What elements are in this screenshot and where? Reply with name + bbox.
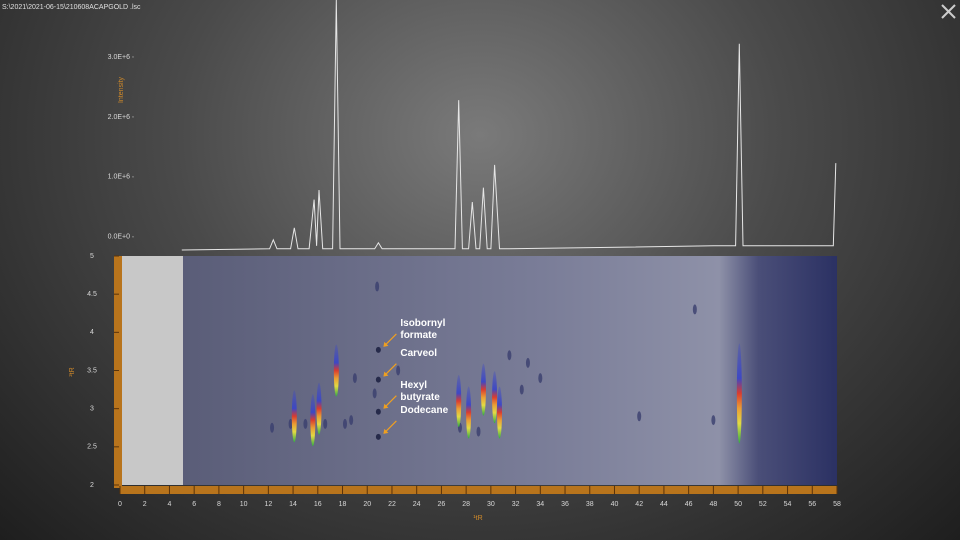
x-tick-label: 52 [759,501,767,508]
x-tick-label: 28 [462,501,470,508]
tools-icon[interactable] [941,4,956,19]
annotation-arrowhead [383,428,389,434]
x-tick-label: 4 [167,501,171,508]
spot [342,418,347,429]
annotation: Hexyl butyrate [400,379,440,403]
annotation: Carveol [400,347,438,359]
y-tick-label: 4 [90,329,94,336]
x-tick-label: 40 [611,501,619,508]
y-tick-label: 2 [90,482,94,489]
x-tick-label: 50 [734,501,742,508]
y-tick-label: 4.5 [87,291,97,298]
spot [476,426,481,437]
spot [288,418,293,429]
x-tick-label: 30 [487,501,495,508]
peak-spot [316,382,322,435]
x-tick-label: 0 [118,501,122,508]
x-tick-label: 56 [808,501,816,508]
x-tick-label: 48 [709,501,717,508]
plot-background [183,256,837,485]
y-tick-label: 2.5 [87,444,97,451]
peak-spot [466,386,472,439]
spot [372,388,377,399]
x-tick-label: 24 [413,501,421,508]
x-tick-label: 38 [586,501,594,508]
x-tick-label: 16 [314,501,322,508]
x-tick-label: 46 [685,501,693,508]
y-axis-label: ²tR [69,367,76,376]
spot [507,350,512,361]
spot [323,418,328,429]
x-axis-strip [120,486,837,494]
x-tick-label: 26 [438,501,446,508]
y-tick-label: 3.5 [87,367,97,374]
x-tick-label: 20 [363,501,371,508]
tic-y-tick-label: 3.0E+6 [108,54,130,61]
x-tick-label: 32 [512,501,520,508]
peak-spot [480,363,486,416]
peak-spot [492,371,498,424]
x-tick-label: 22 [388,501,396,508]
tic-line [181,0,837,251]
spot [303,418,308,429]
x-tick-label: 12 [264,501,272,508]
x-tick-label: 8 [217,501,221,508]
x-tick-label: 36 [561,501,569,508]
peak-spot [736,343,742,444]
annotation: Dodecane [400,404,449,416]
spot [538,373,543,384]
spot [692,304,697,315]
x-tick-label: 14 [289,501,297,508]
spot [519,384,524,395]
spot [637,411,642,422]
file-path: S:\2021\2021-06-15\210608ACAPGOLD .lsc [2,4,141,11]
x-tick-label: 42 [635,501,643,508]
peak-spot [310,394,316,447]
x-tick-label: 54 [784,501,792,508]
spot [396,365,401,376]
spot [525,357,530,368]
tic-y-tick-label: 0.0E+0 [108,234,130,241]
annotation: Isobornyl formate [400,317,446,341]
x-tick-label: 6 [192,501,196,508]
spot [352,373,357,384]
spot [375,281,380,292]
y-tick-label: 5 [90,253,94,260]
annotated-spot [375,408,381,415]
spot [711,415,716,426]
peak-spot [497,386,503,439]
annotation-arrowhead [383,403,389,409]
x-tick-label: 2 [143,501,147,508]
annotated-spot [375,346,381,353]
tic-y-label: Intensity [118,76,125,103]
x-tick-label: 58 [833,501,841,508]
spot [270,422,275,433]
x-tick-label: 34 [536,501,544,508]
peak-spot [333,344,339,397]
x-tick-label: 44 [660,501,668,508]
y-axis-strip [114,256,122,488]
spot [349,415,354,426]
annotated-spot [375,376,381,383]
annotation-arrowhead [383,341,389,347]
tic-y-tick-label: 2.0E+6 [108,114,130,121]
annotation-arrowhead [383,371,389,377]
x-tick-label: 10 [240,501,248,508]
annotated-spot [375,433,381,440]
x-tick-label: 18 [339,501,347,508]
plot-blank [120,256,183,485]
x-axis-label: ¹tR [473,515,482,522]
peak-spot [291,390,297,443]
y-tick-label: 3 [90,406,94,413]
peak-spot [456,375,462,428]
tic-y-tick-label: 1.0E+6 [108,174,130,181]
